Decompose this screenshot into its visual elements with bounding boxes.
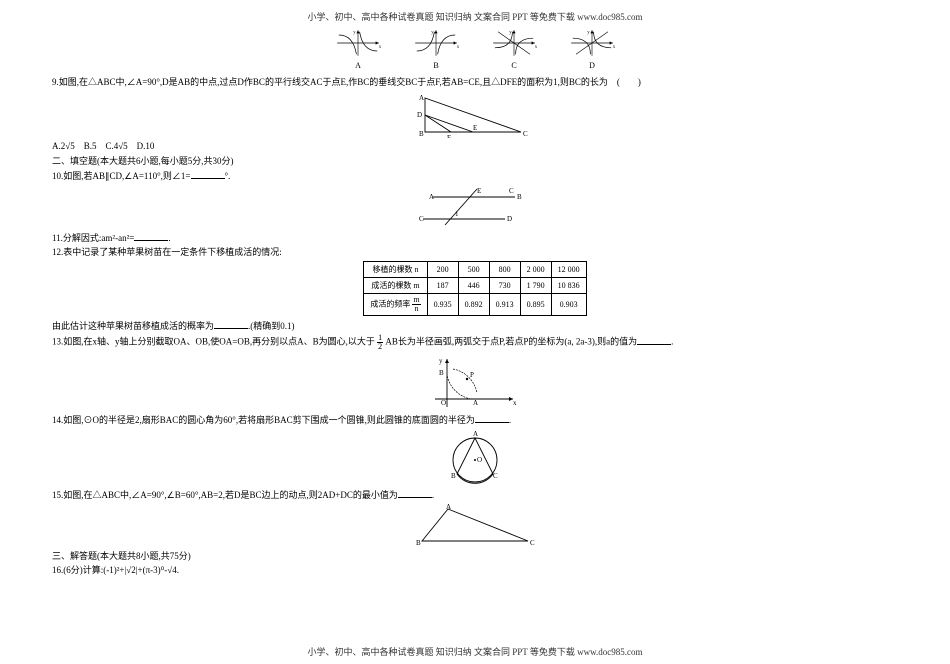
svg-text:A: A <box>473 430 478 438</box>
q12-after-b: .(精确到0.1) <box>248 321 295 331</box>
opt-label-a: A <box>332 61 384 70</box>
svg-text:O: O <box>441 399 446 407</box>
svg-text:A: A <box>446 503 451 511</box>
q12-intro: 12.表中记录了某种苹果树苗在一定条件下移植成活的情况: <box>52 246 898 258</box>
svg-text:E: E <box>477 187 481 195</box>
svg-text:y: y <box>587 30 590 35</box>
svg-text:E: E <box>473 124 477 132</box>
svg-text:O: O <box>477 456 482 464</box>
svg-text:B: B <box>419 130 424 138</box>
svg-text:x: x <box>379 45 382 50</box>
q11-text: 11.分解因式:am²-an²=. <box>52 231 898 244</box>
q12-table: 移植的棵数 n 200 500 800 2 000 12 000 成活的棵数 m… <box>363 261 586 316</box>
svg-text:C: C <box>419 215 424 223</box>
q15-figure: A B C <box>52 503 898 547</box>
row-header: 移植的棵数 n <box>364 261 427 277</box>
q10-figure: A B C D E 1 C <box>52 185 898 229</box>
blank-fill <box>475 413 509 423</box>
svg-text:y: y <box>509 30 512 35</box>
svg-text:C: C <box>523 130 528 138</box>
page-footer: 小学、初中、高中各种试卷真题 知识归纳 文案合同 PPT 等免费下载 www.d… <box>0 645 950 658</box>
q12-after-a: 由此估计这种苹果树苗移植成活的概率为 <box>52 321 214 331</box>
q9-figure: A B C D E F <box>52 90 898 138</box>
q10-text-body: 10.如图,若AB∥CD,∠A=110°,则∠1= <box>52 171 191 181</box>
svg-text:A: A <box>473 399 478 407</box>
q11-text-body: 11.分解因式:am²-an²= <box>52 233 134 243</box>
q10-text: 10.如图,若AB∥CD,∠A=110°,则∠1= °. <box>52 169 898 182</box>
fraction-mn: mn <box>412 296 420 313</box>
opt-label-b: B <box>410 61 462 70</box>
q13-text: 13.如图,在x轴、y轴上分别截取OA、OB,使OA=OB,再分别以点A、B为圆… <box>52 334 898 351</box>
svg-text:D: D <box>417 111 422 119</box>
q13-figure: O A B P x y <box>52 353 898 411</box>
svg-text:x: x <box>613 45 616 50</box>
svg-text:C: C <box>530 539 535 547</box>
svg-text:D: D <box>507 215 512 223</box>
svg-text:1: 1 <box>455 210 459 218</box>
svg-text:A: A <box>429 193 434 201</box>
option-graph-a: xy <box>332 27 384 59</box>
svg-text:C: C <box>509 187 514 195</box>
svg-text:B: B <box>517 193 522 201</box>
opt-label-d: D <box>566 61 618 70</box>
q14-figure: A B C O <box>52 428 898 486</box>
q13-text-a: 13.如图,在x轴、y轴上分别截取OA、OB,使OA=OB,再分别以点A、B为圆… <box>52 337 375 347</box>
section-3-heading: 三、解答题(本大题共8小题,共75分) <box>52 550 898 562</box>
svg-text:x: x <box>535 45 538 50</box>
row-header: 成活的棵数 m <box>364 277 427 293</box>
svg-text:y: y <box>439 357 443 365</box>
svg-text:F: F <box>447 134 451 138</box>
q15-text-body: 15.如图,在△ABC中,∠A=90°,∠B=60°,AB=2,若D是BC边上的… <box>52 490 398 500</box>
svg-text:x: x <box>457 45 460 50</box>
section-2-heading: 二、填空题(本大题共6小题,每小题5分,共30分) <box>52 155 898 167</box>
svg-text:P: P <box>470 371 474 379</box>
page-header: 小学、初中、高中各种试卷真题 知识归纳 文案合同 PPT 等免费下载 www.d… <box>52 10 898 23</box>
opt-label-c: C <box>488 61 540 70</box>
blank-fill <box>191 169 225 179</box>
q9-text: 9.如图,在△ABC中,∠A=90°,D是AB的中点,过点D作BC的平行线交AC… <box>52 76 898 88</box>
row-header: 成活的频率 mn <box>364 293 427 315</box>
q14-text-body: 14.如图,⊙O的半径是2,扇形BAC的圆心角为60°,若将扇形BAC剪下围成一… <box>52 415 475 425</box>
blank-fill <box>214 319 248 329</box>
svg-text:x: x <box>513 399 517 407</box>
svg-text:B: B <box>416 539 421 547</box>
q10-suffix: °. <box>225 171 231 181</box>
svg-text:y: y <box>353 30 356 35</box>
option-graph-row: xy xy xy <box>52 27 898 59</box>
option-graph-d: xy <box>566 27 618 59</box>
svg-text:B: B <box>439 369 444 377</box>
option-graph-c: xy <box>488 27 540 59</box>
blank-fill <box>637 335 671 345</box>
q13-text-b: AB长为半径画弧,两弧交于点P,若点P的坐标为(a, 2a-3),则a的值为 <box>385 337 637 347</box>
q15-text: 15.如图,在△ABC中,∠A=90°,∠B=60°,AB=2,若D是BC边上的… <box>52 488 898 501</box>
svg-text:C: C <box>493 472 498 480</box>
q14-text: 14.如图,⊙O的半径是2,扇形BAC的圆心角为60°,若将扇形BAC剪下围成一… <box>52 413 898 426</box>
svg-text:B: B <box>451 472 456 480</box>
fraction-half: 12 <box>377 334 383 351</box>
option-graph-b: xy <box>410 27 462 59</box>
option-labels-row: A B C D <box>52 61 898 70</box>
q12-after: 由此估计这种苹果树苗移植成活的概率为 .(精确到0.1) <box>52 319 898 332</box>
blank-fill <box>398 488 432 498</box>
q9-options: A.2√5 B.5 C.4√5 D.10 <box>52 140 898 152</box>
blank-fill <box>134 231 168 241</box>
q16-text: 16.(6分)计算:(-1)²+|√2|+(π-3)⁰-√4. <box>52 564 898 576</box>
svg-text:A: A <box>419 94 424 102</box>
